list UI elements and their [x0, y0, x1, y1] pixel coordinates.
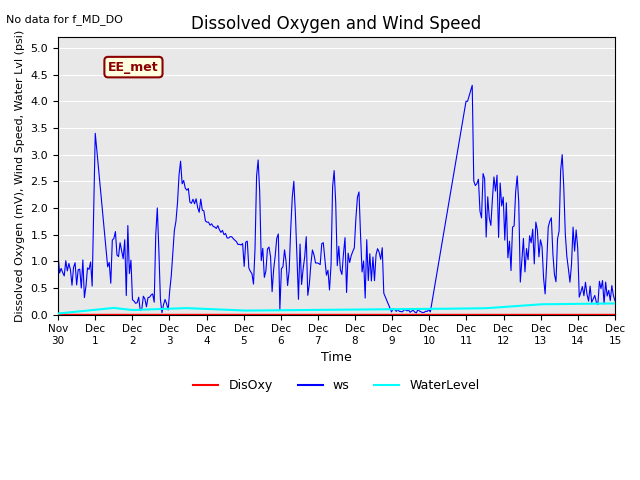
- ws: [298, 282, 305, 288]
- WaterLevel: [122, 306, 130, 312]
- ws: [583, 291, 591, 297]
- ws: [54, 251, 62, 256]
- WaterLevel: [220, 307, 228, 312]
- Line: WaterLevel: WaterLevel: [58, 303, 615, 313]
- Title: Dissolved Oxygen and Wind Speed: Dissolved Oxygen and Wind Speed: [191, 15, 482, 33]
- DisOxy: [54, 311, 62, 316]
- ws: [611, 298, 619, 304]
- ws: [220, 232, 228, 238]
- ws: [122, 293, 130, 299]
- DisOxy: [122, 311, 130, 316]
- Legend: DisOxy, ws, WaterLevel: DisOxy, ws, WaterLevel: [188, 374, 484, 397]
- DisOxy: [220, 311, 228, 316]
- X-axis label: Time: Time: [321, 351, 352, 364]
- Text: EE_met: EE_met: [108, 60, 159, 73]
- ws: [413, 310, 420, 316]
- DisOxy: [580, 311, 588, 316]
- DisOxy: [298, 311, 305, 316]
- DisOxy: [611, 311, 619, 316]
- Line: ws: ws: [58, 85, 615, 313]
- ws: [468, 83, 476, 88]
- ws: [248, 271, 256, 276]
- Y-axis label: Dissolved Oxygen (mV), Wind Speed, Water Lvl (psi): Dissolved Oxygen (mV), Wind Speed, Water…: [15, 30, 25, 322]
- DisOxy: [239, 311, 246, 316]
- DisOxy: [248, 311, 256, 316]
- WaterLevel: [611, 300, 619, 306]
- WaterLevel: [54, 311, 62, 316]
- WaterLevel: [298, 307, 305, 313]
- Text: No data for f_MD_DO: No data for f_MD_DO: [6, 14, 124, 25]
- WaterLevel: [239, 308, 246, 313]
- WaterLevel: [248, 308, 256, 313]
- ws: [239, 240, 246, 246]
- WaterLevel: [580, 301, 588, 307]
